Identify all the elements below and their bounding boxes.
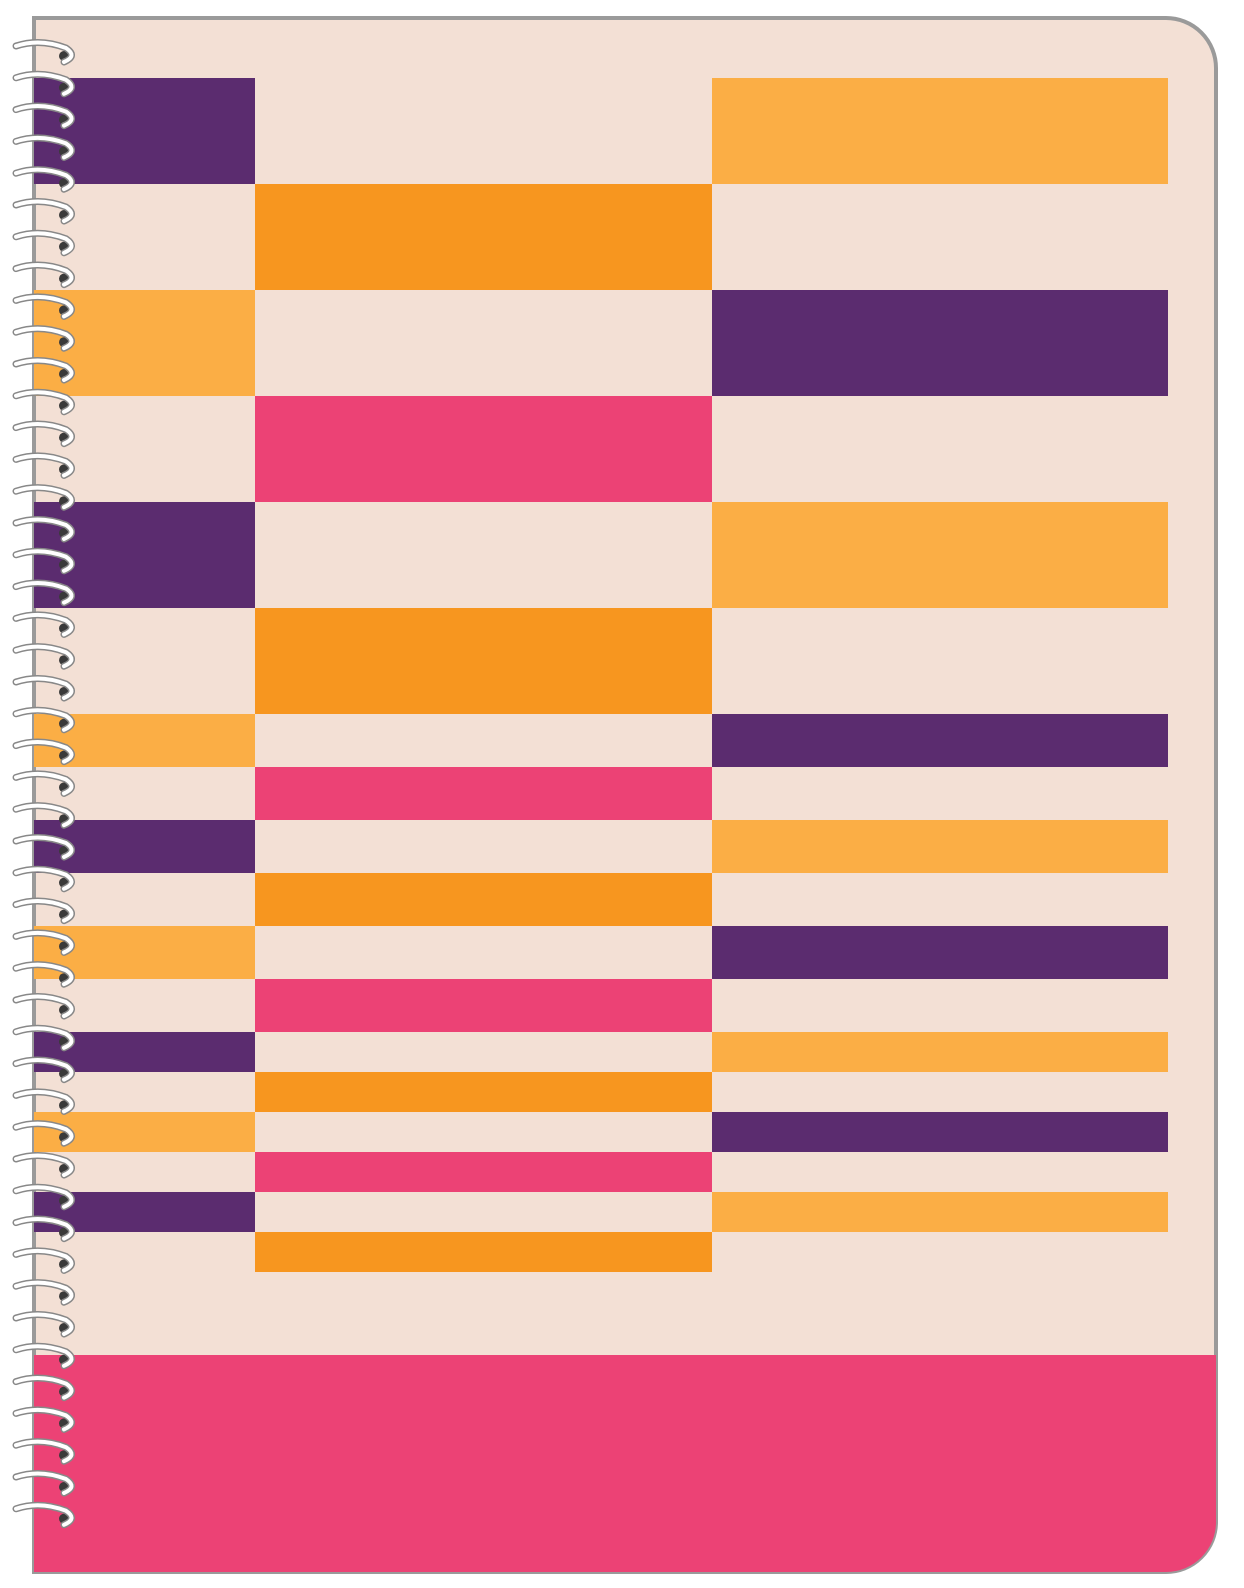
stripe: [255, 396, 712, 502]
coil-highlight: [14, 104, 74, 128]
stripe: [712, 926, 1168, 979]
stripe: [255, 873, 712, 926]
coil-highlight: [14, 135, 74, 160]
coil-highlight: [14, 1089, 74, 1114]
coil-highlight: [14, 1121, 74, 1146]
coil-highlight: [14, 549, 74, 573]
coil-highlight: [14, 1471, 74, 1495]
coil-highlight: [14, 1280, 74, 1305]
stripe: [712, 714, 1168, 767]
coil-highlight: [14, 199, 74, 223]
stripe: [34, 78, 255, 184]
stripe: [255, 767, 712, 820]
stripe: [255, 1072, 712, 1112]
coil-highlight: [14, 962, 74, 987]
coil-highlight: [14, 1058, 74, 1082]
coil-highlight: [14, 1407, 74, 1432]
coil-highlight: [14, 1248, 74, 1273]
coil-highlight: [14, 1185, 74, 1209]
stripe: [255, 184, 712, 290]
stripe: [712, 290, 1168, 396]
spiral-binding: [12, 39, 75, 1529]
stripe: [712, 78, 1168, 184]
stripe: [712, 1192, 1168, 1232]
coil-highlight: [14, 612, 74, 637]
stripe: [712, 502, 1168, 608]
coil-highlight: [14, 676, 74, 700]
coil-highlight: [14, 1312, 74, 1336]
coil-highlight: [14, 453, 74, 478]
coil-highlight: [14, 899, 74, 923]
coil-highlight: [14, 390, 74, 414]
coil-highlight: [14, 1376, 74, 1400]
bottom-band: [34, 1355, 1216, 1572]
coil-highlight: [14, 422, 74, 446]
coil-highlight: [14, 771, 74, 796]
coil-highlight: [14, 1026, 74, 1050]
coil-highlight: [14, 835, 74, 859]
coil-highlight: [14, 231, 74, 255]
coil-highlight: [14, 326, 74, 351]
coil-highlight: [14, 263, 74, 287]
coil-highlight: [14, 72, 74, 96]
coil-highlight: [14, 1344, 74, 1368]
coil-highlight: [14, 740, 74, 764]
stripe: [255, 608, 712, 714]
coil-highlight: [14, 40, 74, 64]
stripe: [712, 1112, 1168, 1152]
coil-highlight: [14, 294, 74, 319]
coil-highlight: [14, 167, 74, 192]
coil-highlight: [14, 994, 74, 1018]
coil-highlight: [14, 1439, 74, 1464]
stripe: [255, 1152, 712, 1192]
stripe: [712, 1032, 1168, 1072]
coil-highlight: [14, 644, 74, 669]
stripe: [255, 1232, 712, 1272]
coil-highlight: [14, 930, 74, 955]
stripe: [255, 979, 712, 1032]
coil-highlight: [14, 1153, 74, 1177]
coil-highlight: [14, 1503, 74, 1527]
coil-highlight: [14, 581, 74, 605]
coil-highlight: [14, 803, 74, 828]
coil-highlight: [14, 708, 74, 732]
coil-highlight: [14, 517, 74, 541]
coil-highlight: [14, 867, 74, 891]
coil-highlight: [14, 485, 74, 510]
stripe: [712, 820, 1168, 873]
coil-highlight: [14, 1217, 74, 1241]
coil-highlight: [14, 358, 74, 382]
